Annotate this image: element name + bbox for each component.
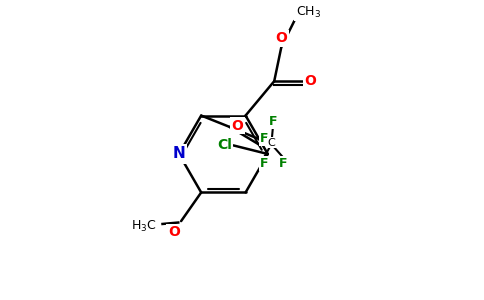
Text: F: F bbox=[260, 157, 269, 170]
Text: H$_3$C: H$_3$C bbox=[131, 219, 157, 234]
Text: F: F bbox=[269, 116, 277, 128]
Text: Cl: Cl bbox=[217, 138, 232, 152]
Text: CH$_3$: CH$_3$ bbox=[296, 4, 321, 20]
Text: N: N bbox=[173, 146, 185, 161]
Text: O: O bbox=[231, 118, 243, 133]
Text: O: O bbox=[304, 74, 316, 88]
Text: O: O bbox=[168, 225, 180, 239]
Text: C: C bbox=[268, 138, 275, 148]
Text: F: F bbox=[260, 132, 269, 145]
Text: F: F bbox=[279, 157, 287, 170]
Text: O: O bbox=[275, 32, 287, 45]
